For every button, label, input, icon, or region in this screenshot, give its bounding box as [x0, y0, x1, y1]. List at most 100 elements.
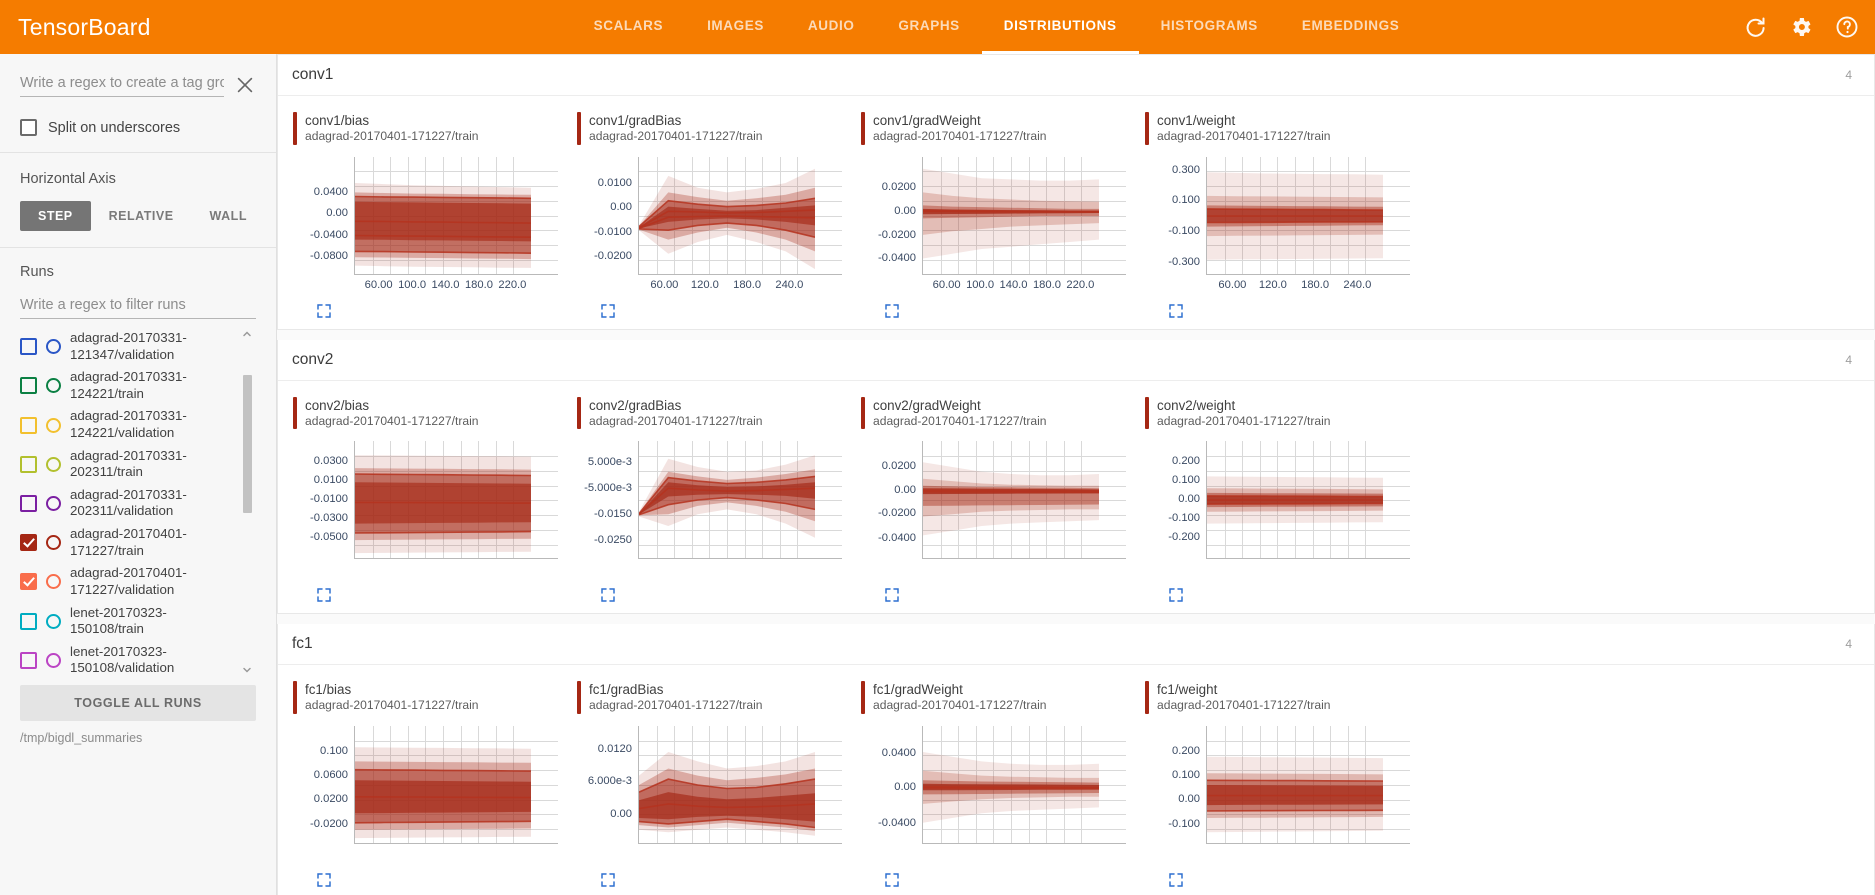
run-checkbox[interactable] [20, 573, 37, 591]
run-color-dot[interactable] [46, 456, 61, 472]
help-icon[interactable] [1835, 15, 1859, 39]
run-label: adagrad-20170331-202311/train [70, 447, 187, 480]
expand-chart-icon[interactable] [600, 872, 616, 888]
nav-tab-audio[interactable]: AUDIO [807, 18, 855, 33]
x-axis-tick: 180.0 [733, 278, 762, 291]
distribution-plot[interactable] [354, 156, 558, 275]
distribution-plot[interactable] [638, 441, 842, 560]
distribution-bands [923, 168, 1099, 259]
expand-chart-icon[interactable] [884, 587, 900, 603]
haxis-option-relative[interactable]: RELATIVE [108, 209, 174, 223]
run-item[interactable]: adagrad-20170331-121347/validation [20, 327, 240, 366]
expand-chart-icon[interactable] [600, 587, 616, 603]
run-color-dot[interactable] [46, 339, 61, 355]
plot-container: 0.0400 0.00 -0.0400 -0.0800 [290, 156, 558, 275]
expand-chart-icon[interactable] [1168, 872, 1184, 888]
gridline-vertical [940, 156, 942, 274]
gridline-horizontal [1207, 259, 1410, 261]
refresh-icon[interactable] [1743, 15, 1767, 39]
runs-filter-input[interactable] [20, 294, 256, 319]
run-item[interactable]: adagrad-20170401-171227/train [20, 523, 240, 562]
distribution-plot[interactable] [922, 725, 1126, 844]
run-checkbox[interactable] [20, 416, 37, 434]
run-checkbox[interactable] [20, 534, 37, 552]
run-checkbox[interactable] [20, 494, 37, 512]
run-checkbox[interactable] [20, 338, 37, 356]
chart-card-header: conv2/gradBias adagrad-20170401-171227/tr… [574, 396, 842, 430]
expand-chart-icon[interactable] [1168, 587, 1184, 603]
run-item[interactable]: adagrad-20170331-202311/validation [20, 484, 240, 523]
nav-tab-graphs[interactable]: GRAPHS [898, 18, 960, 33]
expand-chart-icon[interactable] [1168, 303, 1184, 319]
x-axis-tick: 220.0 [498, 278, 527, 291]
run-item[interactable]: adagrad-20170331-124221/validation [20, 405, 240, 444]
chevron-down-icon[interactable] [241, 663, 253, 675]
app-title: TensorBoard [18, 13, 151, 40]
tag-regex-input[interactable] [20, 72, 224, 97]
runs-scrollbar-thumb[interactable] [243, 375, 252, 513]
settings-icon[interactable] [1789, 15, 1813, 39]
close-icon[interactable] [234, 74, 256, 96]
expand-chart-icon[interactable] [316, 872, 332, 888]
run-color-dot[interactable] [46, 495, 61, 511]
chevron-up-icon[interactable] [241, 327, 253, 339]
nav-tab-distributions[interactable]: DISTRIBUTIONS [981, 0, 1139, 54]
gridline-horizontal [639, 770, 842, 772]
y-axis-tick: 0.100 [1172, 769, 1200, 782]
run-item[interactable]: adagrad-20170331-202311/train [20, 445, 240, 484]
chart-tag-name: fc1/gradWeight [873, 682, 963, 698]
run-color-dot[interactable] [46, 652, 61, 668]
run-checkbox[interactable] [20, 377, 37, 395]
distribution-plot[interactable] [354, 725, 558, 844]
distribution-plot[interactable] [638, 156, 842, 275]
tag-group-header[interactable]: fc1 4 [278, 624, 1874, 666]
distribution-plot[interactable] [1206, 441, 1410, 560]
runs-scrollbar[interactable] [243, 327, 254, 675]
haxis-option-step[interactable]: STEP [20, 201, 91, 231]
expand-chart-icon[interactable] [884, 303, 900, 319]
run-item[interactable]: adagrad-20170401-171227/validation [20, 562, 240, 601]
chart-card-row: conv1/bias adagrad-20170401-171227/train 0… [278, 96, 1874, 329]
split-on-underscores-row[interactable]: Split on underscores [20, 119, 256, 136]
run-color-dot[interactable] [46, 378, 61, 394]
gridline-horizontal [639, 755, 842, 757]
run-color-dot[interactable] [46, 574, 61, 590]
distribution-plot[interactable] [638, 725, 842, 844]
run-color-dot[interactable] [46, 417, 61, 433]
distribution-plot[interactable] [922, 156, 1126, 275]
toggle-all-runs-button[interactable]: TOGGLE ALL RUNS [20, 685, 256, 721]
expand-chart-icon[interactable] [316, 303, 332, 319]
run-checkbox[interactable] [20, 455, 37, 473]
nav-tab-histograms[interactable]: HISTOGRAMS [1160, 18, 1258, 33]
tag-group-header[interactable]: conv1 4 [278, 55, 1874, 96]
nav-tab-scalars[interactable]: SCALARS [593, 18, 664, 33]
nav-tab-images[interactable]: IMAGES [707, 18, 764, 33]
plot-container: 0.200 0.100 0.00 -0.100 [1142, 725, 1410, 844]
gridline-vertical [727, 725, 728, 843]
run-item[interactable]: adagrad-20170331-124221/train [20, 366, 240, 405]
expand-chart-icon[interactable] [600, 303, 616, 319]
split-on-underscores-checkbox[interactable] [20, 119, 37, 136]
x-axis-tick: 120.0 [690, 278, 719, 291]
run-checkbox[interactable] [20, 651, 37, 669]
haxis-option-wall[interactable]: WALL [209, 209, 247, 223]
tag-group-header[interactable]: conv2 4 [278, 339, 1874, 381]
run-color-dot[interactable] [46, 535, 61, 551]
distribution-plot[interactable] [922, 441, 1126, 560]
distribution-plot[interactable] [1206, 156, 1410, 275]
distribution-plot[interactable] [354, 441, 558, 560]
nav-tab-embeddings[interactable]: EMBEDDINGS [1301, 18, 1400, 33]
y-axis-tick: 0.200 [1172, 744, 1200, 757]
gridline-vertical [1063, 441, 1065, 559]
distribution-plot[interactable] [1206, 725, 1410, 844]
run-item[interactable]: lenet-20170323-150108/validation [20, 641, 240, 675]
gridline-horizontal [923, 740, 1126, 742]
plot-container: 0.0200 0.00 -0.0200 -0.0400 [858, 156, 1126, 275]
expand-chart-icon[interactable] [884, 872, 900, 888]
distribution-bands [1207, 476, 1383, 524]
run-item[interactable]: lenet-20170323-150108/train [20, 602, 240, 641]
gridline-vertical [1011, 441, 1012, 559]
run-color-dot[interactable] [46, 613, 61, 629]
run-checkbox[interactable] [20, 612, 37, 630]
expand-chart-icon[interactable] [316, 587, 332, 603]
